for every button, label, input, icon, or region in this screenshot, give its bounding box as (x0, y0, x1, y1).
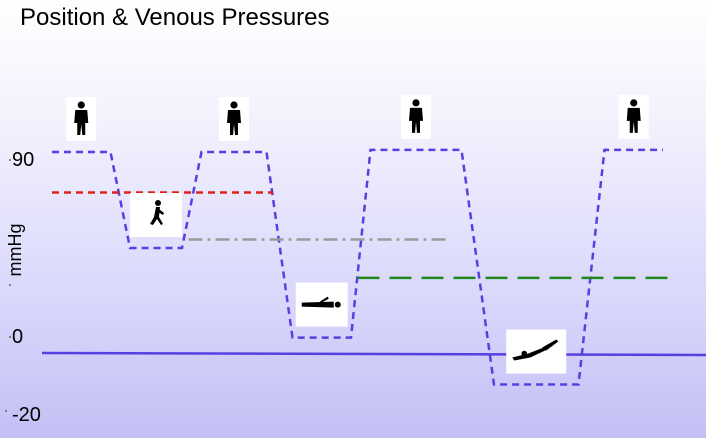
y-axis-label: mmHg (5, 224, 25, 277)
y-tick-dot-0 (9, 336, 11, 338)
y-tick-dot-90 (9, 159, 11, 161)
position-icons (66, 94, 649, 374)
standing-person-icon (618, 94, 649, 139)
diving-person-icon (506, 329, 567, 374)
y-tick-dot-neg20 (5, 410, 7, 412)
standing-person-icon (66, 97, 97, 141)
y-tick-label-90: 90 (12, 149, 34, 171)
chart-title: Position & Venous Pressures (20, 4, 330, 31)
x-axis-line (41, 351, 706, 357)
y-tick-dot-mmhg (9, 284, 11, 286)
y-ticks: 90 0 -20 (5, 149, 41, 426)
series-layer (52, 148, 670, 386)
lying-person-icon (295, 282, 348, 327)
series-line-venous-pressure (52, 148, 663, 386)
running-person-icon (130, 193, 182, 237)
standing-person-icon (401, 94, 431, 139)
standing-person-icon (219, 97, 249, 141)
y-tick-label-neg20: -20 (12, 404, 41, 426)
y-tick-label-0: 0 (12, 326, 23, 348)
